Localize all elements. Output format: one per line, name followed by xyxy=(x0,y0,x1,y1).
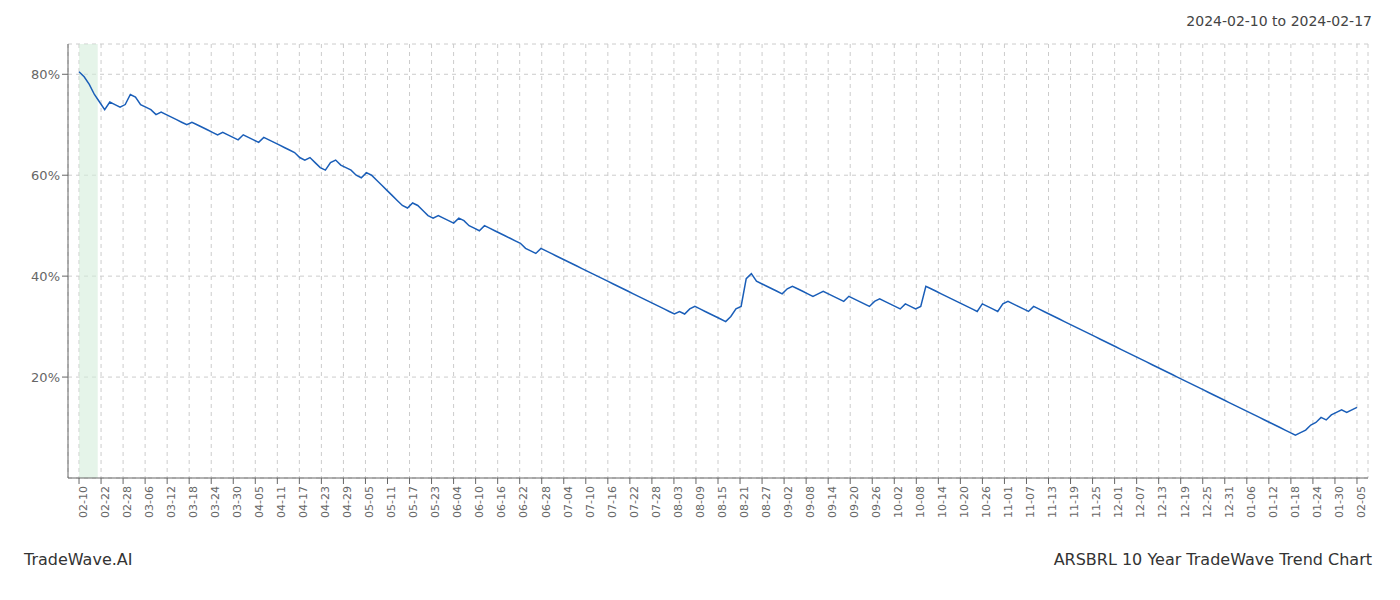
svg-text:03-18: 03-18 xyxy=(187,486,200,518)
svg-text:12-07: 12-07 xyxy=(1134,486,1147,518)
svg-text:10-08: 10-08 xyxy=(914,486,927,518)
svg-text:07-04: 07-04 xyxy=(562,486,575,518)
html-text:ARSBRL 10 Year TradeWave Trend: ARSBRL 10 Year TradeWave Trend Chart xyxy=(1053,549,1372,569)
svg-text:01-24: 01-24 xyxy=(1311,486,1324,518)
svg-text:08-09: 08-09 xyxy=(694,486,707,518)
svg-text:07-16: 07-16 xyxy=(606,486,619,518)
svg-text:10-14: 10-14 xyxy=(936,486,949,518)
svg-text:05-23: 05-23 xyxy=(429,486,442,518)
svg-text:01-06: 01-06 xyxy=(1245,486,1258,518)
svg-text:09-20: 09-20 xyxy=(848,486,861,518)
svg-text:05-17: 05-17 xyxy=(407,486,420,518)
html-text:2024-02-10 to 2024-02-17: 2024-02-10 to 2024-02-17 xyxy=(1186,13,1372,29)
svg-text:05-05: 05-05 xyxy=(363,486,376,518)
svg-text:11-25: 11-25 xyxy=(1090,486,1103,518)
svg-text:02-22: 02-22 xyxy=(99,486,112,518)
svg-text:80%: 80% xyxy=(31,67,60,82)
svg-text:05-11: 05-11 xyxy=(385,486,398,518)
svg-text:01-12: 01-12 xyxy=(1267,486,1280,518)
svg-text:20%: 20% xyxy=(31,370,60,385)
html-text:TradeWave.AI: TradeWave.AI xyxy=(24,549,133,569)
svg-text:09-26: 09-26 xyxy=(870,486,883,518)
svg-text:01-30: 01-30 xyxy=(1333,486,1346,518)
svg-text:11-13: 11-13 xyxy=(1046,486,1059,518)
svg-text:12-31: 12-31 xyxy=(1223,486,1236,518)
svg-text:04-11: 04-11 xyxy=(275,486,288,518)
svg-text:03-06: 03-06 xyxy=(143,486,156,518)
svg-text:02-05: 02-05 xyxy=(1355,486,1368,518)
svg-text:06-04: 06-04 xyxy=(451,486,464,518)
svg-text:06-10: 06-10 xyxy=(473,486,486,518)
svg-text:03-12: 03-12 xyxy=(165,486,178,518)
svg-text:09-14: 09-14 xyxy=(826,486,839,518)
svg-text:11-19: 11-19 xyxy=(1068,486,1081,518)
svg-text:10-26: 10-26 xyxy=(980,486,993,518)
svg-text:09-02: 09-02 xyxy=(782,486,795,518)
svg-text:08-27: 08-27 xyxy=(760,486,773,518)
svg-text:11-01: 11-01 xyxy=(1002,486,1015,518)
svg-text:11-07: 11-07 xyxy=(1024,486,1037,518)
svg-text:06-28: 06-28 xyxy=(540,486,553,518)
svg-text:12-13: 12-13 xyxy=(1156,486,1169,518)
svg-text:08-03: 08-03 xyxy=(672,486,685,518)
svg-text:06-22: 06-22 xyxy=(518,486,531,518)
svg-text:02-28: 02-28 xyxy=(121,486,134,518)
svg-text:07-10: 07-10 xyxy=(584,486,597,518)
svg-text:12-25: 12-25 xyxy=(1201,486,1214,518)
svg-text:08-21: 08-21 xyxy=(738,486,751,518)
svg-text:10-02: 10-02 xyxy=(892,486,905,518)
svg-text:08-15: 08-15 xyxy=(716,486,729,518)
svg-text:12-01: 12-01 xyxy=(1112,486,1125,518)
svg-text:02-10: 02-10 xyxy=(77,486,90,518)
svg-text:04-17: 04-17 xyxy=(297,486,310,518)
svg-text:04-23: 04-23 xyxy=(319,486,332,518)
svg-text:10-20: 10-20 xyxy=(958,486,971,518)
svg-text:07-28: 07-28 xyxy=(650,486,663,518)
svg-text:01-18: 01-18 xyxy=(1289,486,1302,518)
svg-text:09-08: 09-08 xyxy=(804,486,817,518)
svg-text:03-24: 03-24 xyxy=(209,486,222,518)
svg-text:04-05: 04-05 xyxy=(253,486,266,518)
svg-text:04-29: 04-29 xyxy=(341,486,354,518)
svg-text:60%: 60% xyxy=(31,168,60,183)
svg-text:07-22: 07-22 xyxy=(628,486,641,518)
svg-text:12-19: 12-19 xyxy=(1179,486,1192,518)
svg-text:40%: 40% xyxy=(31,269,60,284)
svg-text:06-16: 06-16 xyxy=(495,486,508,518)
svg-text:03-30: 03-30 xyxy=(231,486,244,518)
